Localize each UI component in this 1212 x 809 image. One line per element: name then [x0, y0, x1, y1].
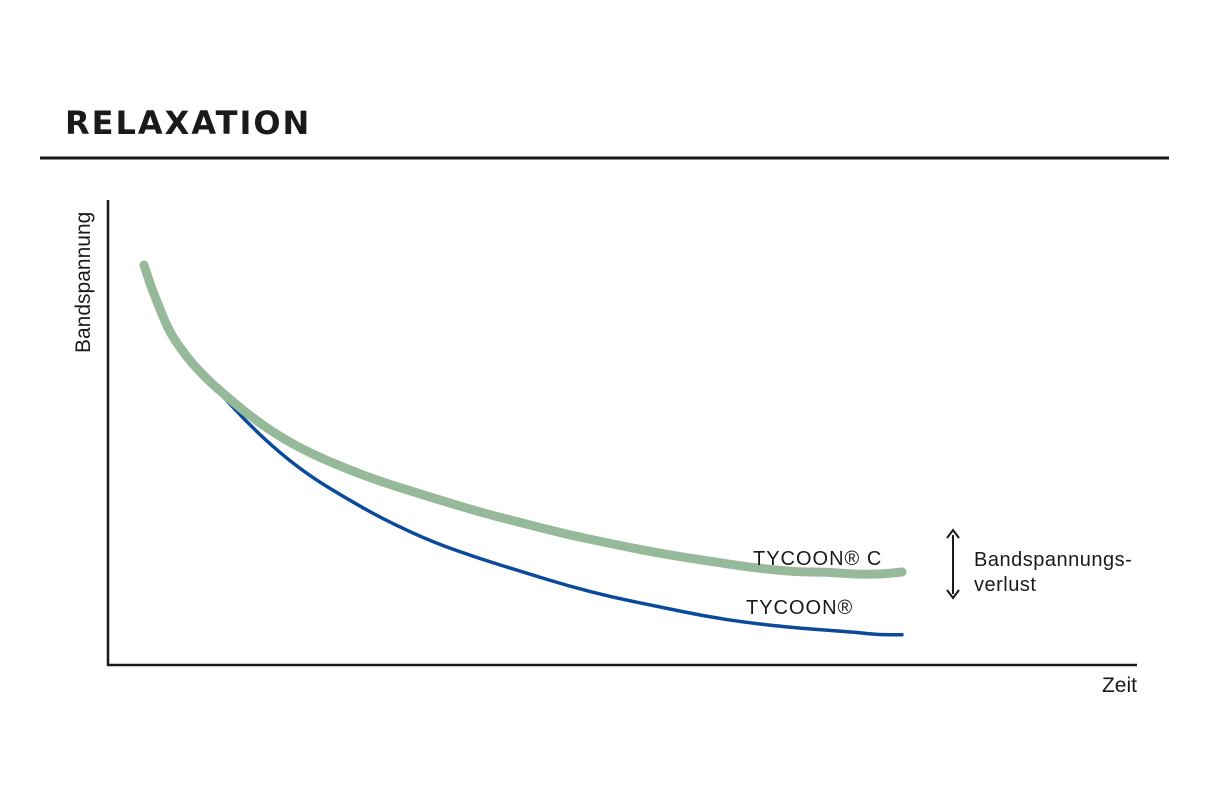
loss-arrow — [946, 528, 960, 600]
series-label-tycoon-c: TYCOON® C — [753, 548, 882, 570]
loss-annotation-line1: Bandspannungs- — [974, 549, 1132, 571]
loss-annotation-line2: verlust — [974, 574, 1036, 596]
x-axis-label: Zeit — [1102, 674, 1137, 697]
series-line-tycoon-c — [139, 260, 907, 579]
loss-arrow-head-up — [946, 528, 960, 539]
chart-title: RELAXATION — [65, 104, 311, 142]
y-axis-label: Bandspannung — [72, 212, 95, 353]
axes — [106, 200, 1137, 667]
series-line-tycoon — [142, 263, 904, 637]
series-label-tycoon: TYCOON® — [746, 597, 853, 619]
series-layer — [139, 260, 907, 637]
loss-arrow-head-down — [946, 589, 960, 600]
